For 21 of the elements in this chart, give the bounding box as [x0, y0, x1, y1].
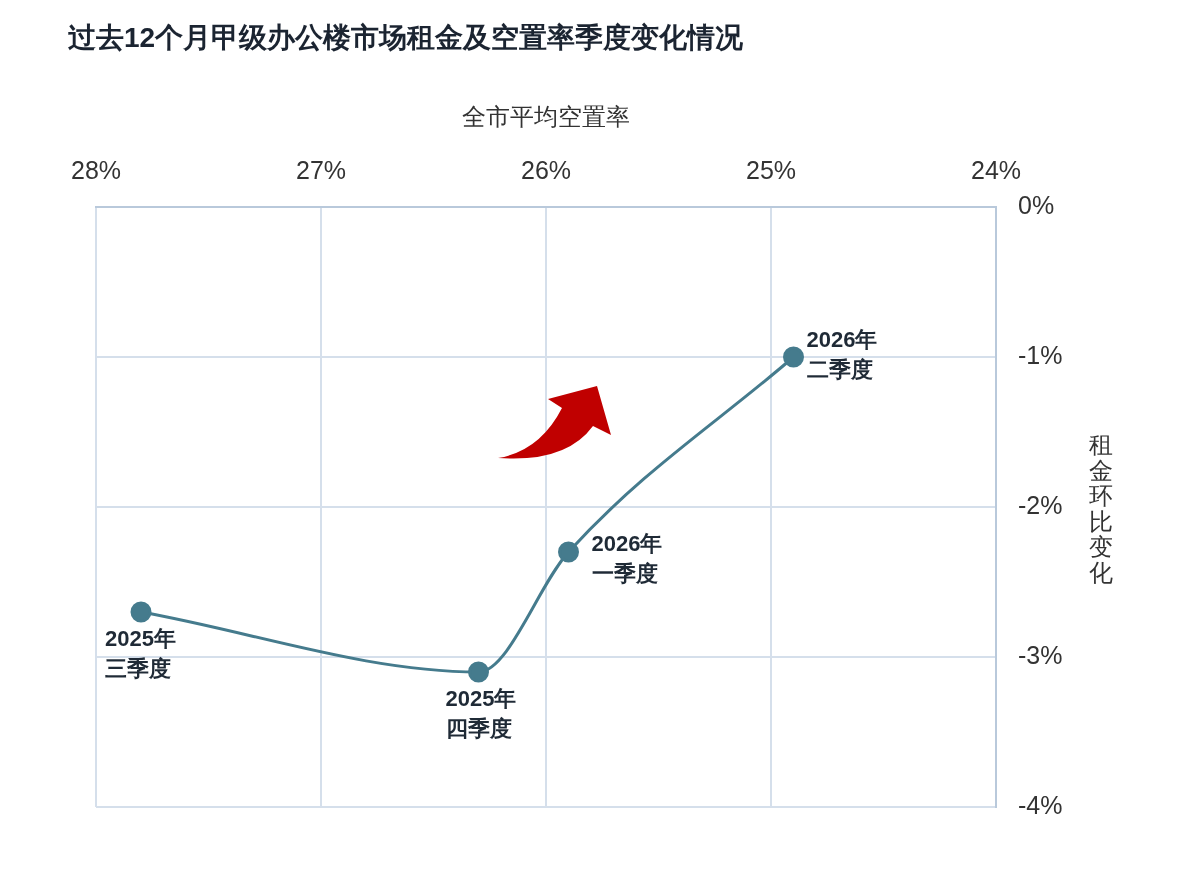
x-tick-label: 25% [745, 155, 797, 184]
point [558, 541, 579, 563]
y-tick-label: -1% [1018, 340, 1063, 369]
annotation: 2026年二季度 [806, 327, 878, 383]
x-tick-label: 26% [520, 155, 572, 184]
x-tick-label: 24% [970, 155, 1022, 184]
point [783, 346, 804, 368]
annotation: 2025年四季度 [445, 686, 517, 742]
annotation: 2025年三季度 [105, 626, 176, 682]
y-tick-label: -2% [1018, 490, 1063, 519]
x-tick-label: 27% [295, 155, 347, 184]
x-tick-label: 28% [70, 155, 122, 184]
y-tick-label: -3% [1018, 640, 1063, 669]
x-axis-title: 全市平均空置率 [462, 103, 630, 131]
chart-title: 过去12个月甲级办公楼市场租金及空置率季度变化情况 [68, 21, 744, 55]
y-tick-label: 0% [1018, 190, 1055, 219]
point [130, 601, 152, 623]
point [468, 661, 489, 683]
y-tick-label: -4% [1018, 790, 1063, 819]
annotation: 2026年一季度 [591, 531, 663, 587]
y-axis-title: 租金环比变化 [1088, 431, 1114, 586]
